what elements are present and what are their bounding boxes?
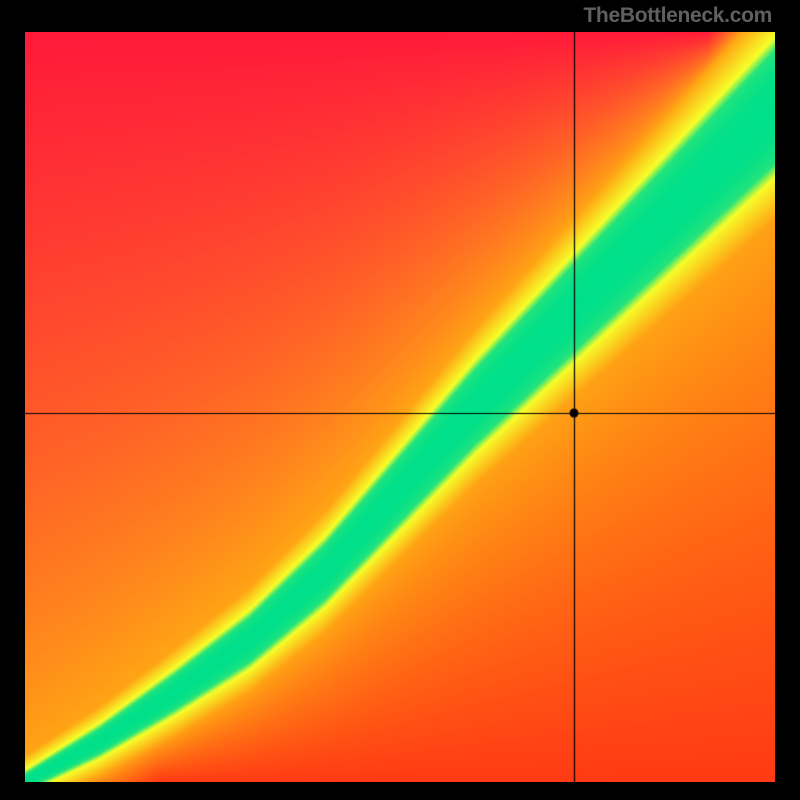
source-watermark: TheBottleneck.com: [583, 4, 772, 28]
bottleneck-heatmap: [25, 32, 775, 782]
chart-container: TheBottleneck.com: [0, 0, 800, 800]
